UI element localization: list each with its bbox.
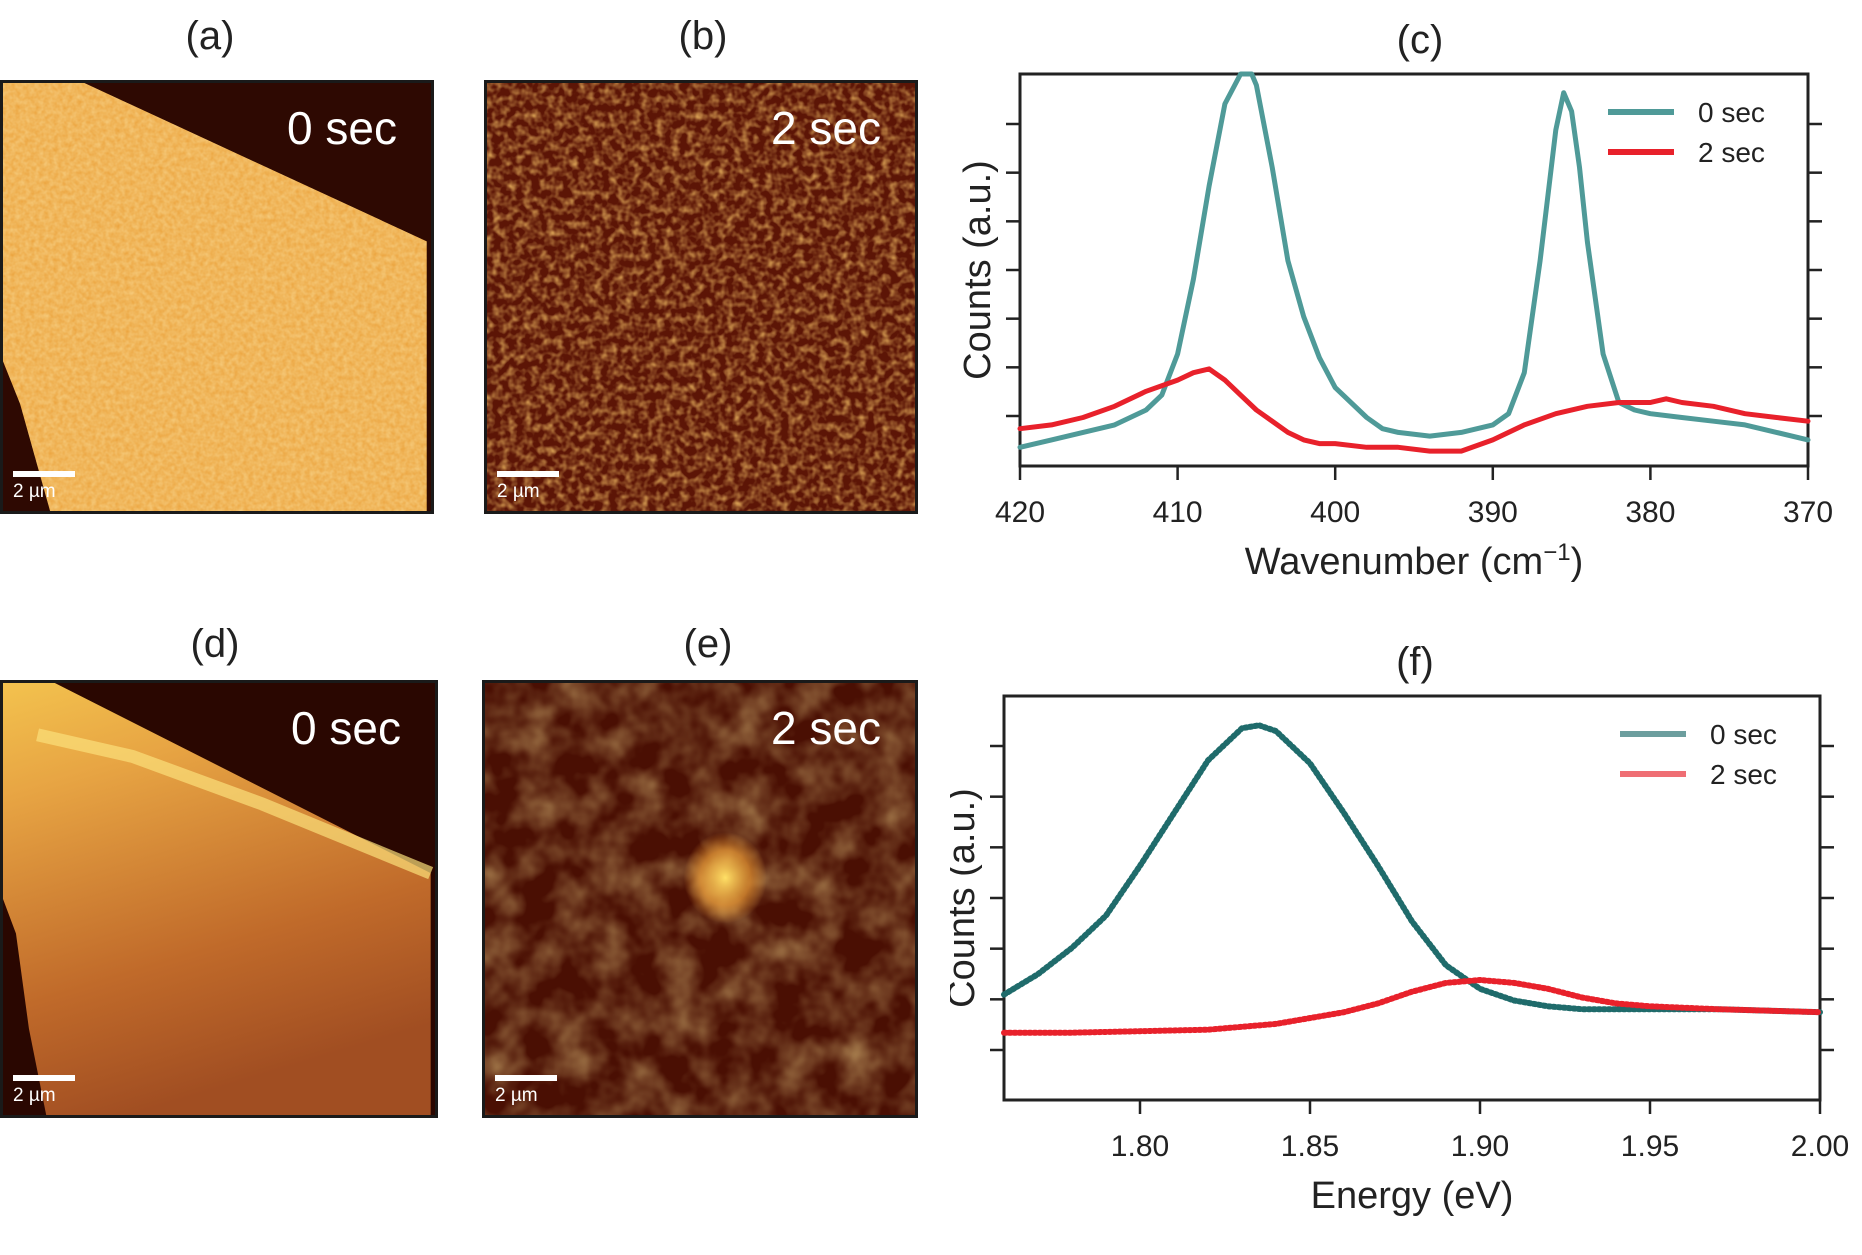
- map-e-image: [485, 683, 915, 1115]
- time-label-b: 2 sec: [771, 102, 881, 154]
- x-tick-label: 2.00: [1791, 1130, 1849, 1163]
- map-a-image: [3, 83, 431, 511]
- legend-label-0: 0 sec: [1698, 97, 1765, 128]
- series-line-1: [1001, 977, 1823, 1036]
- legend-label-1: 2 sec: [1698, 137, 1765, 168]
- map-d-image: [3, 683, 435, 1115]
- pl-map-0sec: 0 sec 2 µm: [0, 680, 438, 1118]
- scale-text-b: 2 µm: [497, 481, 540, 502]
- time-label-d: 0 sec: [291, 702, 401, 754]
- y-axis-title: Counts (a.u.): [950, 788, 983, 1008]
- scale-text-e: 2 µm: [495, 1085, 538, 1106]
- x-tick-label: 1.90: [1451, 1130, 1509, 1163]
- panel-label-b: (b): [678, 14, 728, 58]
- series-line-0: [1001, 722, 1823, 1016]
- x-tick-label: 1.95: [1621, 1130, 1679, 1163]
- panel-label-c: (c): [1396, 18, 1444, 62]
- x-tick-label: 410: [1153, 496, 1203, 529]
- x-axis-title: Wavenumber (cm−1): [1245, 539, 1583, 583]
- panel-label-e: (e): [683, 622, 733, 666]
- scale-text-d: 2 µm: [13, 1085, 56, 1106]
- chart-pl-spectra: 1.80 1.85 1.90 1.95 2.00 Energy (eV) Counts (a…: [950, 694, 1849, 1217]
- map-b-image: [487, 83, 915, 511]
- x-axis-title-close: ): [1571, 541, 1584, 583]
- x-tick-label: 1.85: [1281, 1130, 1339, 1163]
- x-tick-label: 400: [1310, 496, 1360, 529]
- panel-label-a: (a): [185, 14, 235, 58]
- x-tick-label: 390: [1468, 496, 1518, 529]
- plot-frame: [1018, 72, 1810, 468]
- series-line-0: [1017, 71, 1811, 450]
- y-axis-title: Counts (a.u.): [957, 160, 999, 380]
- plot-frame: [1002, 694, 1822, 1102]
- x-tick-label: 1.80: [1111, 1130, 1169, 1163]
- x-tick-label: 420: [995, 496, 1045, 529]
- raman-map-2sec: 2 sec 2 µm: [484, 80, 918, 514]
- time-label-e: 2 sec: [771, 702, 881, 754]
- legend-label-0: 0 sec: [1710, 719, 1777, 750]
- scale-bar-d: 2 µm: [13, 1075, 75, 1107]
- x-tick-label: 380: [1625, 496, 1675, 529]
- series-line-1: [1017, 366, 1811, 454]
- x-tick-label: 370: [1783, 496, 1833, 529]
- scale-bar-a: 2 µm: [13, 471, 75, 503]
- scale-bar-b: 2 µm: [497, 471, 559, 503]
- panel-label-f: (f): [1396, 640, 1434, 684]
- legend-label-1: 2 sec: [1710, 759, 1777, 790]
- pl-map-2sec: 2 sec 2 µm: [482, 680, 918, 1118]
- scale-text-a: 2 µm: [13, 481, 56, 502]
- raman-map-0sec: 0 sec 2 µm: [0, 80, 434, 514]
- chart-raman-spectra: 420 410 400 390 380 370 Wavenumber (cm−1) Count…: [957, 71, 1833, 583]
- time-label-a: 0 sec: [287, 102, 397, 154]
- panel-label-d: (d): [190, 622, 240, 666]
- x-axis-title: Energy (eV): [1311, 1175, 1514, 1217]
- x-axis-title-exponent: −1: [1543, 539, 1570, 566]
- scale-bar-e: 2 µm: [495, 1075, 557, 1107]
